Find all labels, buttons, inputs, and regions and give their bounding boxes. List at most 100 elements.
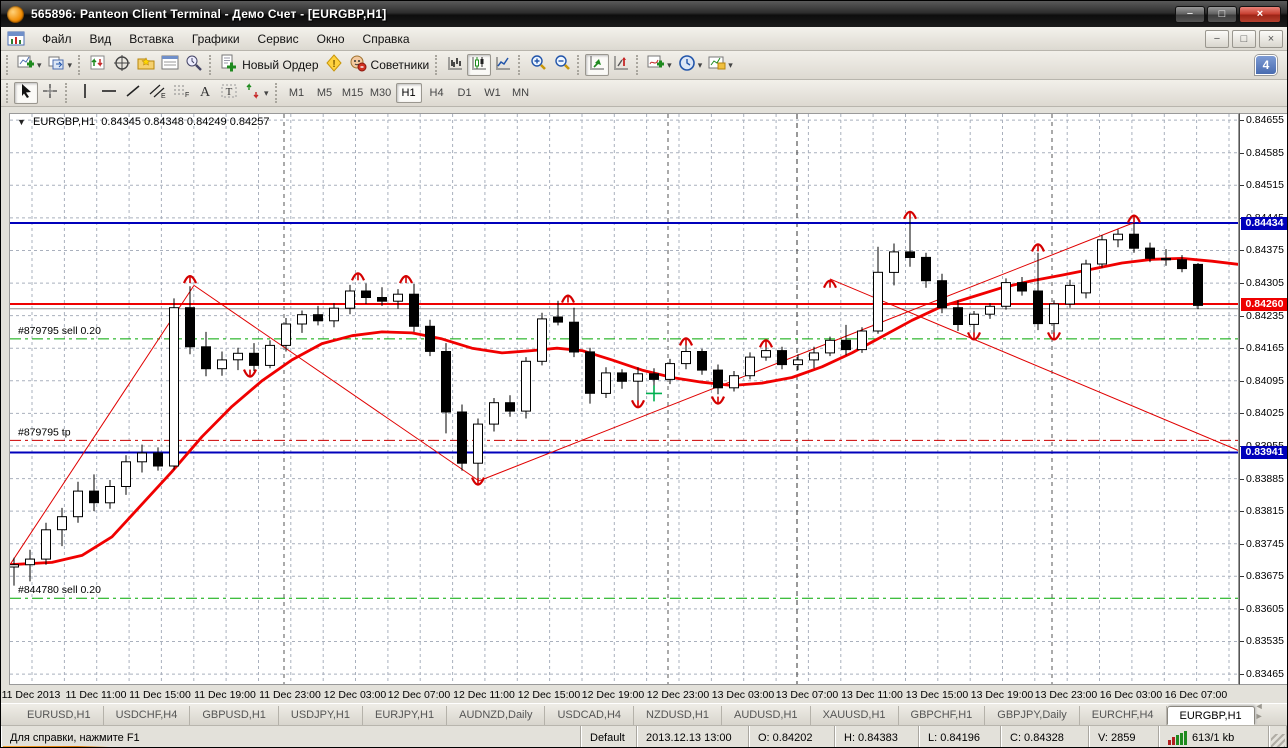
chart-shift-icon	[612, 54, 630, 77]
tab-gbpjpydaily[interactable]: GBPJPY,Daily	[985, 706, 1080, 725]
price-axis-tick-mark	[1240, 511, 1244, 512]
tab-eurgbph1[interactable]: EURGBP,H1	[1166, 706, 1255, 725]
candlestick-chart-button[interactable]	[467, 54, 492, 77]
toolbar-button-label: Советники	[370, 58, 430, 72]
tab-xauusdh1[interactable]: XAUUSD,H1	[811, 706, 899, 725]
new-chart-button[interactable]: ▾	[14, 54, 45, 76]
toolbar-grip	[65, 83, 70, 103]
price-axis-tick-mark	[1240, 153, 1244, 154]
auto-scroll-button[interactable]	[585, 54, 610, 76]
data-window-icon	[113, 54, 131, 77]
tab-usdjpyh1[interactable]: USDJPY,H1	[279, 706, 363, 725]
templates-button[interactable]: ▾	[705, 54, 736, 76]
time-axis-label: 16 Dec 07:00	[1164, 689, 1228, 701]
menu-item-сервис[interactable]: Сервис	[257, 31, 299, 46]
toolbar-grip	[274, 83, 280, 103]
tab-eurjpyh1[interactable]: EURJPY,H1	[363, 706, 448, 725]
timeframe-mn-button[interactable]: MN	[511, 87, 530, 99]
tab-audusdh1[interactable]: AUDUSD,H1	[722, 706, 811, 725]
metaeditor-button[interactable]: !	[322, 53, 346, 76]
timeframe-w1-button[interactable]: W1	[484, 87, 501, 99]
strategy-tester-button[interactable]	[182, 54, 206, 76]
menu-item-файл[interactable]: Файл	[42, 31, 72, 46]
channel-button[interactable]: E	[145, 82, 169, 104]
tab-gbpchfh1[interactable]: GBPCHF,H1	[899, 706, 986, 725]
zoom-in-button[interactable]	[526, 54, 550, 76]
navigator-button[interactable]	[134, 54, 158, 76]
tab-eurchfh4[interactable]: EURCHF,H4	[1080, 706, 1167, 725]
zoom-out-button[interactable]	[550, 54, 574, 76]
menu-item-графики[interactable]: Графики	[191, 31, 240, 46]
toolbar-grip	[6, 55, 11, 75]
horizontal-line-button[interactable]	[97, 82, 121, 104]
zoom-out-icon	[553, 54, 571, 77]
price-axis[interactable]: 0.846550.845850.845150.844450.843750.843…	[1239, 113, 1287, 685]
minimize-button[interactable]: −	[1175, 5, 1205, 23]
fibonacci-button[interactable]: F	[169, 82, 193, 104]
trendline-button[interactable]	[121, 82, 145, 104]
timeframe-m30-button[interactable]: M30	[369, 87, 392, 99]
tab-nzdusdh1[interactable]: NZDUSD,H1	[634, 706, 722, 725]
timeframe-d1-button[interactable]: D1	[457, 87, 472, 99]
title-bar[interactable]: 565896: Panteon Client Terminal - Демо С…	[1, 1, 1287, 27]
expert-advisors-icon	[349, 54, 367, 77]
crosshair-button[interactable]	[38, 82, 62, 104]
text-button[interactable]: A	[193, 82, 217, 104]
timeframe-m5-button[interactable]: M5	[316, 87, 333, 99]
child-restore-button[interactable]: □	[1232, 29, 1256, 48]
timeframe-m1-button[interactable]: M1	[288, 87, 305, 99]
price-axis-tick-mark	[1240, 381, 1244, 382]
status-high: H: 0.84383	[835, 726, 919, 747]
candlestick-chart[interactable]: #879795 sell 0.20 #879795 tp #844780 sell …	[10, 114, 1238, 684]
tab-gbpusdh1[interactable]: GBPUSD,H1	[190, 706, 279, 725]
price-axis-label: 0.84235	[1246, 310, 1284, 322]
menu-item-вставка[interactable]: Вставка	[129, 31, 174, 46]
tab-scroll-arrows[interactable]: ◄ ►	[1254, 701, 1268, 721]
toolbar-grip	[6, 83, 11, 103]
bar-chart-button[interactable]	[443, 54, 467, 76]
timeframe-m15-button[interactable]: M15	[341, 87, 364, 99]
tab-usdcadh4[interactable]: USDCAD,H4	[545, 706, 635, 725]
status-profile[interactable]: Default	[581, 726, 637, 747]
close-button[interactable]: ×	[1239, 5, 1281, 23]
maximize-button[interactable]: □	[1207, 5, 1237, 23]
tab-usdchfh4[interactable]: USDCHF,H4	[104, 706, 191, 725]
expert-advisors-button[interactable]: Советники	[346, 54, 433, 76]
menu-item-вид[interactable]: Вид	[89, 31, 112, 46]
vertical-line-button[interactable]	[73, 82, 97, 104]
profiles-button[interactable]: ▾	[45, 54, 76, 76]
candlestick-chart-icon	[470, 54, 488, 77]
menu-item-справка[interactable]: Справка	[362, 31, 410, 46]
child-minimize-button[interactable]: −	[1205, 29, 1229, 48]
collapse-triangle-icon[interactable]: ▼	[17, 117, 26, 127]
timeframe-h4-button[interactable]: H4	[429, 87, 444, 99]
cursor-button[interactable]	[14, 82, 38, 104]
new-order-button[interactable]: Новый Ордер	[217, 54, 321, 76]
mailbox-badge[interactable]: 4	[1255, 55, 1277, 75]
text-label-button[interactable]: T	[217, 82, 241, 104]
market-watch-button[interactable]	[86, 54, 110, 76]
child-close-button[interactable]: ×	[1259, 29, 1283, 48]
resize-grip[interactable]	[1269, 726, 1287, 747]
dropdown-caret-icon: ▾	[697, 59, 703, 70]
line-chart-button[interactable]	[491, 54, 515, 76]
arrows-tool-button[interactable]: ▾	[241, 82, 272, 104]
indicators-button[interactable]: ▾	[644, 54, 675, 76]
time-axis-label: 11 Dec 19:00	[194, 689, 256, 701]
chart-plot-area[interactable]: #879795 sell 0.20 #879795 tp #844780 sell …	[9, 113, 1239, 685]
terminal-button[interactable]	[158, 54, 182, 76]
templates-icon	[708, 54, 726, 77]
tab-audnzddaily[interactable]: AUDNZD,Daily	[447, 706, 546, 725]
status-traffic: 613/1 kb	[1192, 731, 1235, 744]
data-window-button[interactable]	[110, 54, 134, 76]
bar-chart-icon	[446, 54, 464, 77]
tab-eurusdh1[interactable]: EURUSD,H1	[15, 706, 104, 725]
price-axis-label: 0.83535	[1246, 635, 1284, 647]
time-axis[interactable]: 11 Dec 2013 11 Dec 11:00 11 Dec 15:00 11 De…	[2, 687, 1239, 703]
timeframe-h1-button[interactable]: H1	[395, 83, 422, 103]
chart-shift-button[interactable]	[609, 54, 633, 76]
chart-region: #879795 sell 0.20 #879795 tp #844780 sell …	[1, 107, 1287, 703]
menu-item-окно[interactable]: Окно	[316, 31, 345, 46]
periods-button[interactable]: ▾	[675, 54, 706, 76]
price-axis-tick-mark	[1240, 348, 1244, 349]
